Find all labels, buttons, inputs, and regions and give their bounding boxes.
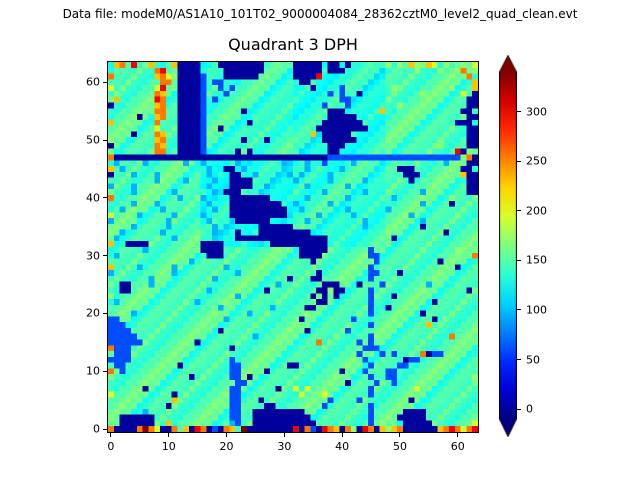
- colorbar-tick-label: 200: [526, 204, 547, 218]
- x-tick-mark: [457, 433, 459, 437]
- x-tick-mark: [168, 433, 170, 437]
- colorbar-tick-label: 300: [526, 105, 547, 119]
- colorbar-tick-mark: [517, 408, 521, 410]
- chart-title: Quadrant 3 DPH: [228, 35, 358, 54]
- y-tick-mark: [103, 197, 107, 199]
- y-tick-mark: [103, 255, 107, 257]
- y-tick-label: 60: [86, 75, 100, 89]
- y-tick-mark: [103, 370, 107, 372]
- data-file-label: Data file: modeM0/AS1A10_101T02_90000040…: [62, 7, 578, 21]
- heatmap-image: [108, 62, 478, 432]
- colorbar-tick-label: 150: [526, 253, 547, 267]
- y-tick-mark: [103, 312, 107, 314]
- colorbar-tick-mark: [517, 160, 521, 162]
- colorbar-tick-label: 50: [526, 353, 540, 366]
- x-tick-label: 0: [107, 440, 115, 453]
- colorbar: [499, 55, 517, 437]
- colorbar-tick-label: 250: [526, 154, 547, 168]
- x-tick-mark: [399, 433, 401, 437]
- x-tick-mark: [226, 433, 228, 437]
- y-tick-label: 20: [86, 306, 100, 320]
- x-tick-label: 40: [335, 440, 350, 453]
- colorbar-tick-mark: [517, 309, 521, 311]
- colorbar-tick-mark: [517, 359, 521, 360]
- x-tick-mark: [341, 433, 343, 437]
- colorbar-tick-mark: [517, 259, 521, 261]
- colorbar-tick-mark: [517, 111, 521, 113]
- y-tick-label: 0: [93, 422, 100, 436]
- x-tick-label: 20: [219, 440, 234, 453]
- heatmap-plot-area: [107, 61, 479, 433]
- x-tick-mark: [110, 433, 112, 437]
- x-tick-label: 60: [450, 440, 465, 453]
- y-tick-mark: [103, 139, 107, 141]
- x-tick-label: 50: [392, 440, 407, 453]
- y-tick-mark: [103, 428, 107, 430]
- x-tick-label: 30: [277, 440, 292, 453]
- x-tick-mark: [283, 433, 285, 437]
- y-tick-label: 40: [86, 191, 100, 205]
- y-tick-label: 50: [86, 133, 100, 147]
- colorbar-tick-label: 0: [526, 402, 533, 416]
- colorbar-tick-label: 100: [526, 303, 547, 317]
- y-tick-label: 30: [86, 249, 100, 263]
- x-tick-label: 10: [161, 440, 176, 453]
- colorbar-tick-mark: [517, 210, 521, 212]
- y-tick-label: 10: [86, 364, 100, 378]
- y-tick-mark: [103, 81, 107, 83]
